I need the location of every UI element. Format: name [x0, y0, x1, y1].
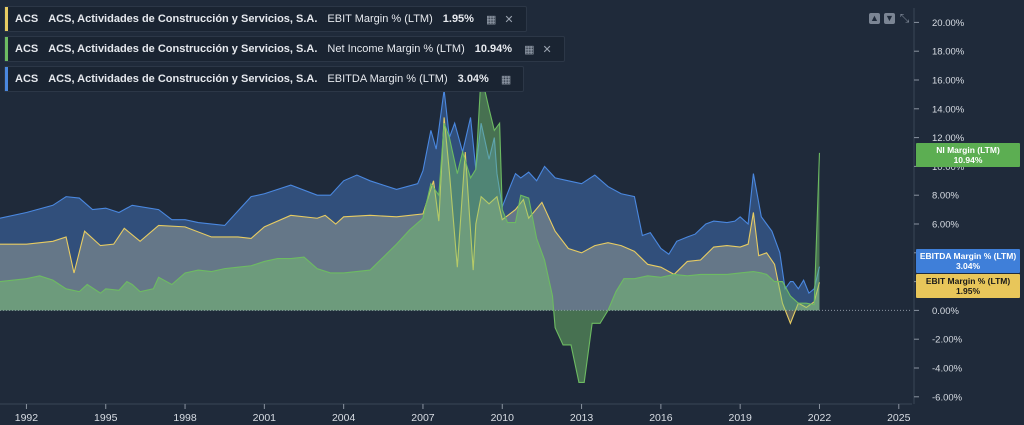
x-tick-label: 1995 — [94, 412, 118, 424]
close-icon[interactable]: ✕ — [504, 13, 514, 26]
legend-metric: Net Income Margin % (LTM) — [327, 43, 465, 55]
ebitda-area — [0, 90, 820, 311]
x-tick-label: 2007 — [411, 412, 435, 424]
x-tick-label: 2010 — [491, 412, 515, 424]
y-axis: -6.00%-4.00%-2.00%0.00%2.00%4.00%6.00%8.… — [913, 8, 965, 404]
badge-value: 1.95% — [955, 286, 981, 296]
y-tick-label: -2.00% — [932, 335, 963, 346]
move-down-icon[interactable]: ▼ — [884, 13, 895, 24]
ni-area — [0, 74, 820, 383]
x-tick-label: 2016 — [649, 412, 673, 424]
ebit-area — [0, 117, 820, 324]
legend-company: ACS, Actividades de Construcción y Servi… — [48, 73, 318, 85]
y-tick-label: 6.00% — [932, 220, 959, 231]
y-tick-label: -6.00% — [932, 392, 963, 403]
x-tick-label: 2022 — [808, 412, 832, 424]
badge-label: EBIT Margin % (LTM) — [925, 276, 1011, 286]
y-tick-label: 0.00% — [932, 306, 959, 317]
ebitda-margin-badge: EBITDA Margin % (LTM) 3.04% — [916, 249, 1020, 273]
series-color-swatch — [5, 7, 8, 31]
legend-metric: EBIT Margin % (LTM) — [327, 13, 433, 25]
x-tick-label: 2013 — [570, 412, 594, 424]
badge-label: NI Margin (LTM) — [936, 145, 1000, 155]
plot-area — [0, 74, 912, 383]
legend-ticker: ACS — [15, 43, 39, 55]
badge-label: EBITDA Margin % (LTM) — [919, 251, 1017, 261]
ebit-line — [0, 117, 821, 325]
x-tick-label: 1998 — [173, 412, 197, 424]
legend-ebitda[interactable]: ACS ACS, Actividades de Construcción y S… — [4, 66, 525, 92]
x-tick-label: 2019 — [728, 412, 752, 424]
collapse-icon[interactable]: ⤡ — [899, 11, 910, 25]
legend-ebit[interactable]: ACS ACS, Actividades de Construcción y S… — [4, 6, 527, 32]
chart-toolbar: ▲ ▼ ⤡ — [869, 11, 910, 25]
x-tick-label: 2001 — [253, 412, 277, 424]
x-tick-label: 2025 — [887, 412, 911, 424]
x-axis: 1992 1995 1998 2001 2004 2007 2010 2013 2016 2019… — [0, 403, 912, 424]
move-up-icon[interactable]: ▲ — [869, 13, 880, 24]
legend-company: ACS, Actividades de Construcción y Servi… — [48, 13, 318, 25]
legend-value: 3.04% — [457, 73, 489, 85]
y-tick-label: 12.00% — [932, 133, 965, 144]
badge-value: 10.94% — [953, 155, 983, 165]
legend-value: 1.95% — [442, 13, 474, 25]
y-tick-label: 8.00% — [932, 191, 959, 202]
x-tick-label: 1992 — [15, 412, 39, 424]
y-tick-label: 10.00% — [932, 162, 965, 173]
x-tick-label: 2004 — [332, 412, 356, 424]
y-tick-label: 14.00% — [932, 104, 965, 115]
y-tick-label: 16.00% — [932, 76, 965, 87]
ni-line — [0, 74, 821, 383]
ni-margin-badge: NI Margin (LTM) 10.94% — [916, 143, 1020, 167]
legend-value: 10.94% — [474, 43, 513, 55]
badge-value: 3.04% — [955, 261, 981, 271]
series-color-swatch — [5, 67, 8, 91]
y-tick-label: 18.00% — [932, 47, 965, 58]
series-color-swatch — [5, 37, 8, 61]
close-icon[interactable]: ✕ — [542, 43, 552, 56]
legend-ticker: ACS — [15, 73, 39, 85]
y-tick-label: -4.00% — [932, 364, 963, 375]
legend-ticker: ACS — [15, 13, 39, 25]
chart-settings-icon[interactable]: ▦ — [485, 13, 497, 26]
chart-settings-icon[interactable]: ▦ — [524, 43, 535, 56]
chart-settings-icon[interactable]: ▦ — [500, 73, 512, 86]
legend-metric: EBITDA Margin % (LTM) — [327, 73, 448, 85]
y-tick-label: 20.00% — [932, 18, 965, 29]
legend-company: ACS, Actividades de Construcción y Servi… — [48, 43, 318, 55]
legend-net-income[interactable]: ACS ACS, Actividades de Construcción y S… — [4, 36, 565, 62]
ebit-margin-badge: EBIT Margin % (LTM) 1.95% — [916, 274, 1020, 298]
